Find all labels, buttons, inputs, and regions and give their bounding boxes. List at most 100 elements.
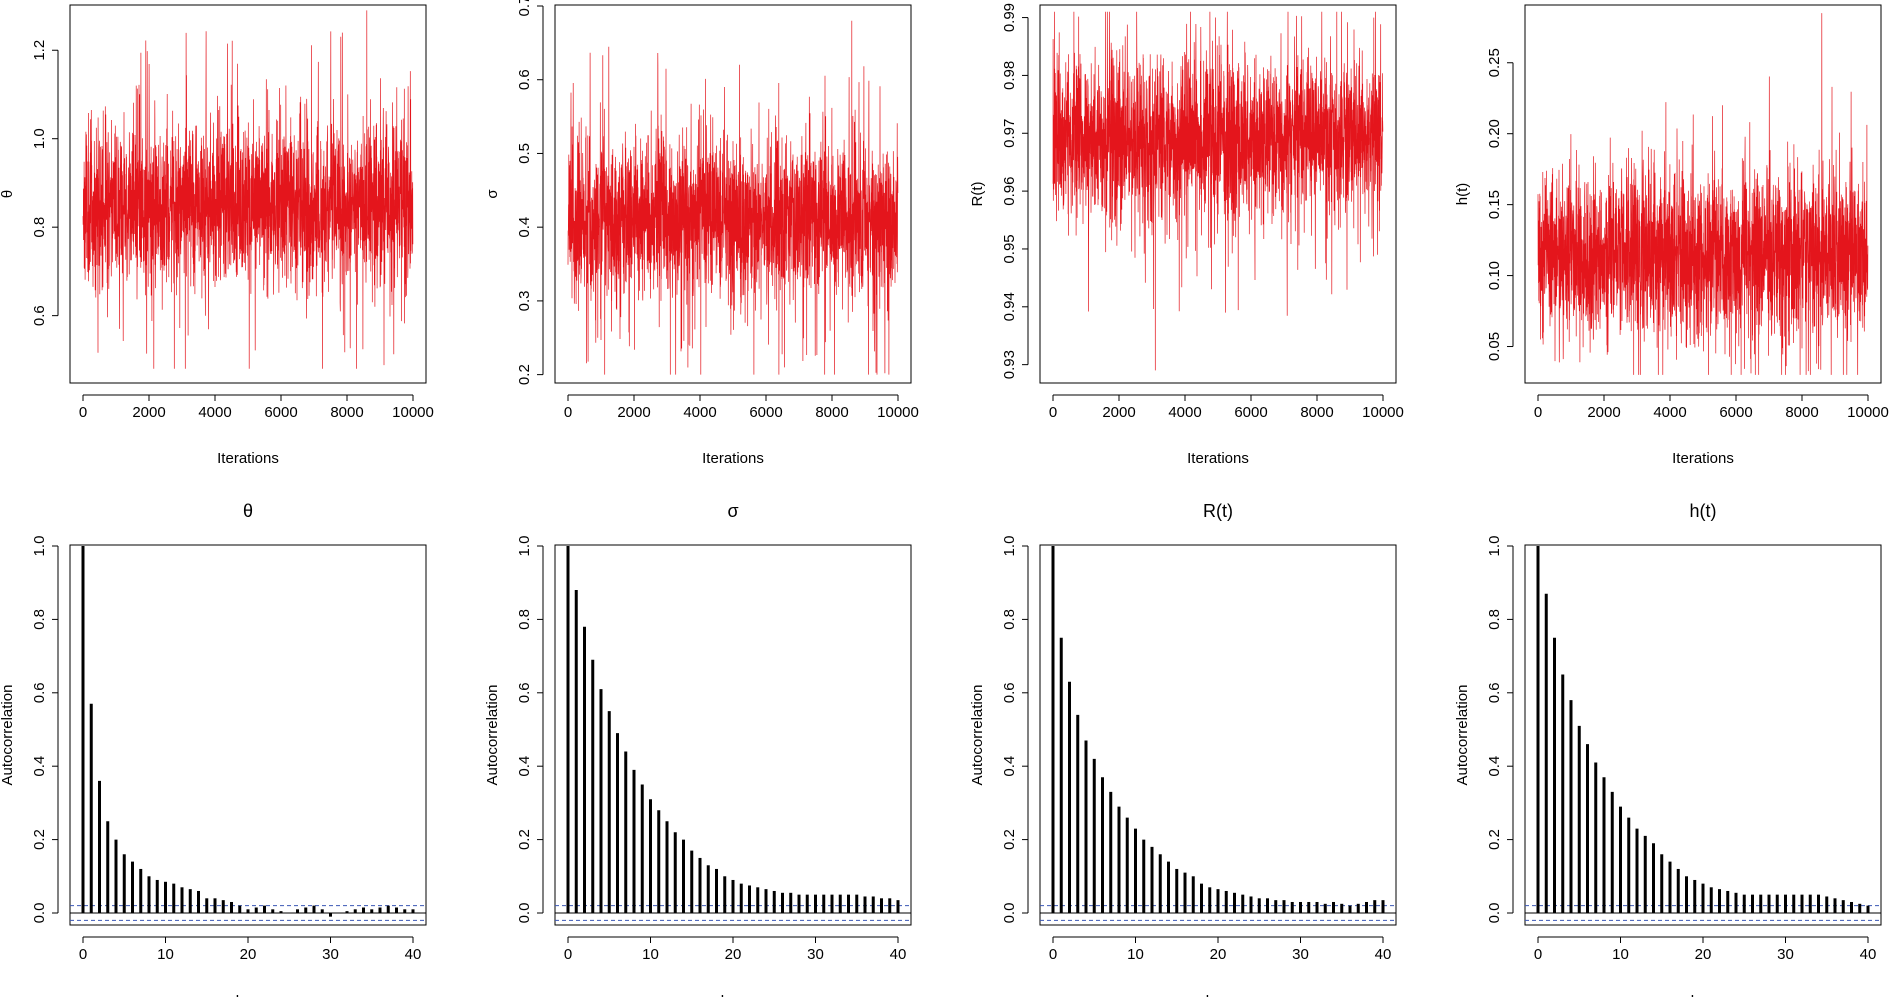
acf-sigma-panel: 0 10 20 30 40 0.0 0.2 0.4 0.6 0.8 1.0 Lag Autocorrel… [484, 501, 912, 997]
acf-R-y-tick-label: 0.2 [1001, 829, 1018, 850]
acf-sigma-y-tick-label: 0.6 [516, 682, 533, 703]
trace-R-x-tick-label: 10000 [1362, 404, 1404, 421]
acf-h-y-tick-label: 0.8 [1486, 609, 1503, 630]
trace-h-x-tick-label: 4000 [1653, 404, 1686, 421]
acf-h-x-tick-label: 30 [1777, 946, 1794, 963]
trace-R-y-tick-label: 0.96 [1001, 177, 1018, 206]
trace-sigma-x-tick-label: 10000 [877, 404, 919, 421]
trace-theta-x-tick-label: 8000 [330, 404, 363, 421]
trace-theta-x-tick-label: 10000 [392, 404, 434, 421]
acf-h-y-axis-label: Autocorrelation [1454, 685, 1471, 786]
acf-theta-x-tick-label: 10 [157, 946, 174, 963]
trace-sigma-x-tick-label: 6000 [749, 404, 782, 421]
trace-R-x-tick-label: 0 [1049, 404, 1057, 421]
trace-R-y-axis-label: R(t) [969, 182, 986, 207]
trace-theta-y-tick-label: 1.2 [31, 40, 48, 61]
acf-h-x-tick-label: 40 [1860, 946, 1877, 963]
acf-theta-y-tick-label: 0.4 [31, 756, 48, 777]
acf-sigma-x-tick-label: 10 [642, 946, 659, 963]
trace-h-y-tick-label: 0.20 [1486, 119, 1503, 148]
trace-h-x-tick-label: 2000 [1587, 404, 1620, 421]
acf-theta-x-tick-label: 40 [405, 946, 422, 963]
trace-sigma-trace-line [567, 20, 899, 375]
acf-h-y-tick-label: 1.0 [1486, 536, 1503, 557]
trace-h-x-tick-label: 0 [1534, 404, 1542, 421]
acf-theta-y-tick-label: 0.6 [31, 682, 48, 703]
acf-theta-y-tick-label: 0.2 [31, 829, 48, 850]
trace-theta-x-tick-label: 2000 [132, 404, 165, 421]
trace-h-y-tick-label: 0.10 [1486, 261, 1503, 290]
trace-theta-x-tick-label: 6000 [264, 404, 297, 421]
trace-h-x-tick-label: 8000 [1785, 404, 1818, 421]
acf-R-y-tick-label: 0.0 [1001, 903, 1018, 924]
trace-R-y-tick-label: 0.97 [1001, 119, 1018, 148]
acf-R-x-tick-label: 30 [1292, 946, 1309, 963]
acf-sigma-y-tick-label: 0.2 [516, 829, 533, 850]
trace-R-y-tick-label: 0.98 [1001, 61, 1018, 90]
acf-h-y-tick-label: 0.2 [1486, 829, 1503, 850]
acf-R-panel: 0 10 20 30 40 0.0 0.2 0.4 0.6 0.8 1.0 Lag Autocorrel… [969, 501, 1397, 997]
acf-R-title: R(t) [1203, 501, 1233, 521]
trace-h-y-tick-label: 0.05 [1486, 332, 1503, 361]
trace-theta-plot-frame [69, 4, 427, 384]
acf-theta-y-axis-label: Autocorrelation [0, 685, 16, 786]
acf-theta-panel: 0 10 20 30 40 0.0 0.2 0.4 0.6 0.8 1.0 Lag Autocorrel… [0, 501, 427, 997]
trace-theta-x-axis-label: Iterations [217, 450, 279, 467]
acf-sigma-title: σ [727, 501, 738, 521]
trace-sigma-x-tick-label: 2000 [617, 404, 650, 421]
trace-sigma-plot-frame [554, 4, 912, 384]
acf-sigma-x-tick-label: 40 [890, 946, 907, 963]
acf-R-plot-frame [1039, 544, 1397, 926]
acf-h-y-tick-label: 0.6 [1486, 682, 1503, 703]
trace-theta-y-tick-label: 1.0 [31, 128, 48, 149]
trace-h-x-tick-label: 6000 [1719, 404, 1752, 421]
acf-R-y-tick-label: 1.0 [1001, 536, 1018, 557]
trace-h-panel: 0 2000 4000 6000 8000 10000 0.05 0.10 0.15 0.20 0.… [1454, 4, 1889, 467]
trace-R-plot-frame [1039, 4, 1397, 384]
trace-sigma-y-axis-label: σ [484, 189, 501, 199]
acf-R-y-tick-label: 0.6 [1001, 682, 1018, 703]
trace-R-x-tick-label: 4000 [1168, 404, 1201, 421]
trace-h-x-tick-label: 10000 [1847, 404, 1889, 421]
acf-theta-x-axis-label: Lag [235, 992, 260, 997]
trace-R-x-tick-label: 8000 [1300, 404, 1333, 421]
acf-R-x-axis-label: Lag [1205, 992, 1230, 997]
acf-R-x-tick-label: 40 [1375, 946, 1392, 963]
acf-sigma-x-tick-label: 0 [564, 946, 572, 963]
acf-sigma-x-axis-label: Lag [720, 992, 745, 997]
trace-sigma-panel: 0 2000 4000 6000 8000 10000 0.2 0.3 0.4 0.5 0.6 0.7… [484, 0, 919, 467]
acf-h-x-tick-label: 10 [1612, 946, 1629, 963]
trace-theta-panel: 0 2000 4000 6000 8000 10000 0.6 0.8 1.0 1.2 Iterat… [0, 4, 434, 467]
acf-theta-x-tick-label: 0 [79, 946, 87, 963]
acf-theta-title: θ [243, 501, 253, 521]
trace-theta-y-tick-label: 0.6 [31, 305, 48, 326]
trace-R-x-tick-label: 2000 [1102, 404, 1135, 421]
acf-sigma-y-tick-label: 0.0 [516, 903, 533, 924]
trace-sigma-y-tick-label: 0.5 [516, 143, 533, 164]
acf-h-x-tick-label: 0 [1534, 946, 1542, 963]
trace-sigma-y-tick-label: 0.2 [516, 364, 533, 385]
trace-sigma-x-tick-label: 0 [564, 404, 572, 421]
acf-R-y-axis-label: Autocorrelation [969, 685, 986, 786]
acf-h-plot-frame [1524, 544, 1882, 926]
acf-R-y-tick-label: 0.8 [1001, 609, 1018, 630]
acf-theta-y-tick-label: 0.8 [31, 609, 48, 630]
trace-theta-y-tick-label: 0.8 [31, 217, 48, 238]
acf-theta-y-tick-label: 1.0 [31, 536, 48, 557]
acf-sigma-plot-frame [554, 544, 912, 926]
trace-sigma-y-tick-label: 0.4 [516, 217, 533, 238]
acf-h-x-tick-label: 20 [1695, 946, 1712, 963]
acf-theta-plot-frame [69, 544, 427, 926]
trace-R-y-tick-label: 0.99 [1001, 3, 1018, 32]
acf-theta-x-tick-label: 20 [240, 946, 257, 963]
acf-R-y-tick-label: 0.4 [1001, 756, 1018, 777]
trace-sigma-y-tick-label: 0.7 [516, 0, 533, 16]
acf-sigma-y-tick-label: 1.0 [516, 536, 533, 557]
acf-h-y-tick-label: 0.4 [1486, 756, 1503, 777]
trace-sigma-x-tick-label: 8000 [815, 404, 848, 421]
trace-R-x-tick-label: 6000 [1234, 404, 1267, 421]
trace-R-y-tick-label: 0.94 [1001, 292, 1018, 321]
trace-theta-trace-line [82, 10, 414, 369]
trace-h-y-tick-label: 0.25 [1486, 48, 1503, 77]
